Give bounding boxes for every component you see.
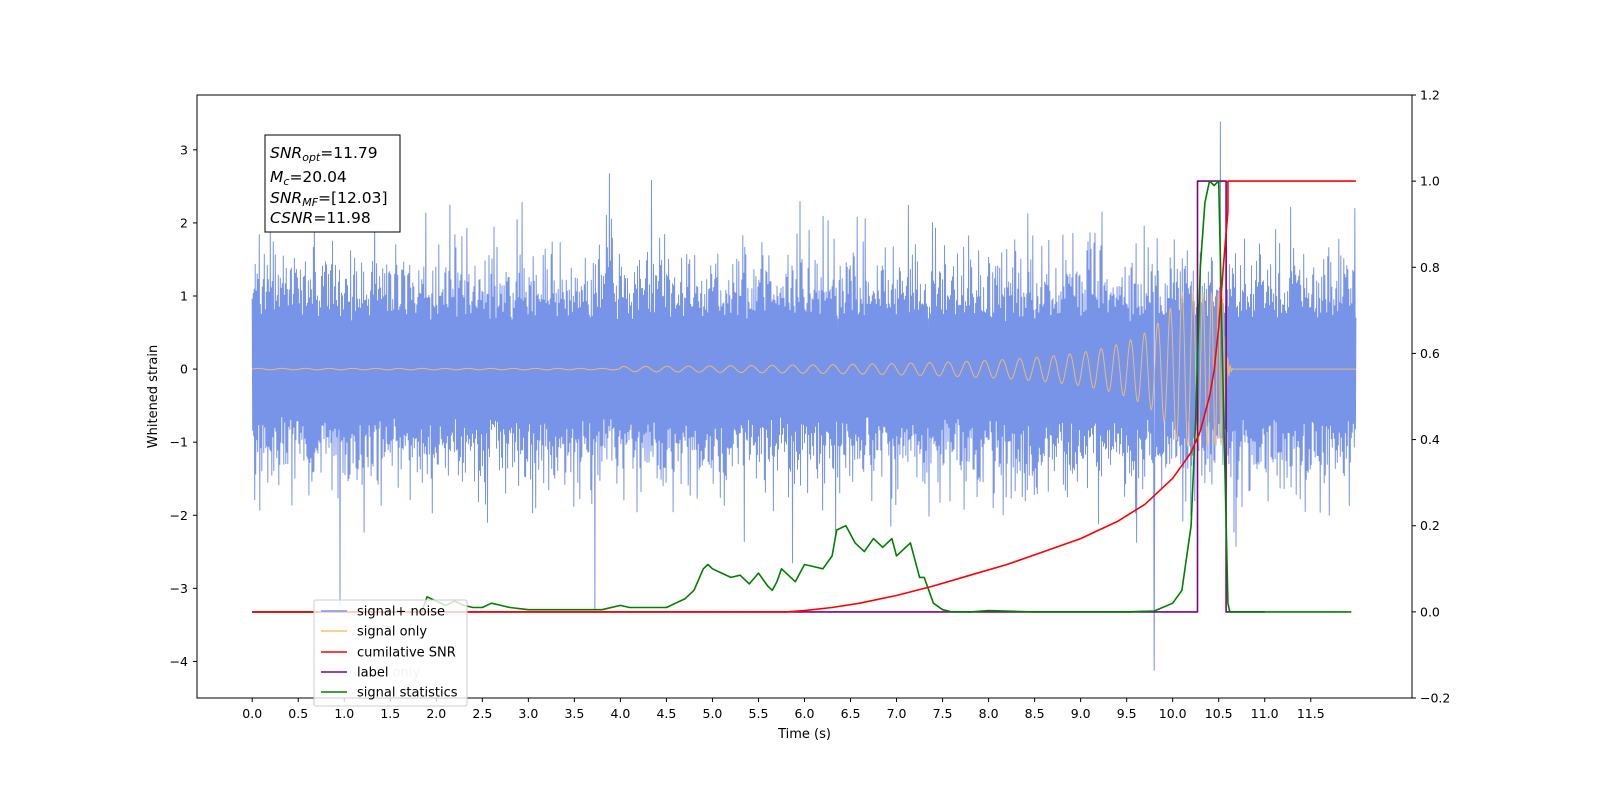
annotation-symbol: M bbox=[270, 168, 283, 186]
annotation-value: =11.79 bbox=[320, 144, 377, 162]
right-y-tick-label: 0.0 bbox=[1420, 604, 1440, 619]
left-y-tick-label: 3 bbox=[180, 142, 188, 157]
x-axis: 0.0 0.5 1.0 1.5 2.0 2.5 3.0 3.5 4.0 4.5 5.0 5.5 6.0 6… bbox=[242, 698, 1325, 721]
left-y-tick-label: 2 bbox=[180, 215, 188, 230]
x-tick-label: 2.0 bbox=[426, 706, 446, 721]
x-tick-label: 9.0 bbox=[1071, 706, 1091, 721]
x-tick-label: 7.0 bbox=[887, 706, 907, 721]
legend-cumulative-snr-text: cumilative SNR bbox=[357, 646, 456, 661]
annotation-value: =20.04 bbox=[289, 168, 346, 186]
x-tick-label: 9.5 bbox=[1117, 706, 1137, 721]
plot-series-layer bbox=[251, 121, 1357, 671]
x-tick-label: 11.0 bbox=[1251, 706, 1279, 721]
x-tick-label: 0.0 bbox=[242, 706, 262, 721]
x-tick-label: 3.0 bbox=[518, 706, 538, 721]
left-y-axis: 3 2 1 0 −1 −2 −3 −4 bbox=[170, 142, 197, 669]
right-y-axis: 1.2 1.0 0.8 0.6 0.4 0.2 0.0 −0.2 bbox=[1412, 88, 1450, 706]
x-tick-label: 5.0 bbox=[703, 706, 723, 721]
x-tick-label: 10.0 bbox=[1159, 706, 1187, 721]
annotation-symbol: CSNR bbox=[270, 209, 313, 227]
x-tick-label: 4.0 bbox=[610, 706, 630, 721]
annotation-line: SNRopt=11.79 bbox=[270, 144, 378, 164]
x-tick-label: 6.0 bbox=[795, 706, 815, 721]
right-y-tick-label: 0.6 bbox=[1420, 346, 1440, 361]
x-axis-label: Time (s) bbox=[777, 727, 831, 742]
annotation-symbol: SNR bbox=[270, 144, 302, 162]
legend-box bbox=[313, 599, 468, 707]
annotation-value: =[12.03] bbox=[318, 189, 387, 207]
x-tick-label: 1.5 bbox=[380, 706, 400, 721]
series-signal-noise bbox=[251, 121, 1357, 671]
x-tick-label: 10.5 bbox=[1205, 706, 1233, 721]
annotation-subscript: opt bbox=[302, 151, 321, 164]
legend-label-text: label bbox=[357, 666, 388, 681]
left-y-tick-label: −4 bbox=[170, 654, 188, 669]
x-tick-label: 2.5 bbox=[472, 706, 492, 721]
annotation-subscript: c bbox=[283, 175, 289, 188]
annotation-line: CSNR=11.98 bbox=[270, 209, 371, 227]
annotation-line: Mc=20.04 bbox=[270, 168, 347, 188]
x-tick-label: 5.5 bbox=[749, 706, 769, 721]
series-signal-only bbox=[252, 290, 1356, 447]
x-tick-label: 0.5 bbox=[288, 706, 308, 721]
legend-signal-statistics-text: signal statistics bbox=[357, 686, 458, 701]
series-signal-statistics bbox=[252, 180, 1352, 613]
annotation-line: SNRMF=[12.03] bbox=[270, 189, 388, 209]
left-y-tick-label: −2 bbox=[170, 508, 188, 523]
left-y-tick-label: −1 bbox=[170, 435, 188, 450]
y-axis-label: Whitened strain bbox=[146, 345, 161, 448]
left-y-tick-label: 1 bbox=[180, 289, 188, 304]
x-tick-label: 8.5 bbox=[1025, 706, 1045, 721]
right-y-tick-label: 1.0 bbox=[1420, 174, 1440, 189]
annotation-subscript: MF bbox=[302, 196, 318, 209]
x-tick-label: 3.5 bbox=[564, 706, 584, 721]
left-y-tick-label: −3 bbox=[170, 581, 188, 596]
x-tick-label: 11.5 bbox=[1297, 706, 1325, 721]
right-y-tick-label: 0.4 bbox=[1420, 432, 1440, 447]
right-y-tick-label: 1.2 bbox=[1420, 88, 1440, 103]
x-tick-label: 1.0 bbox=[334, 706, 354, 721]
right-y-tick-label: −0.2 bbox=[1420, 691, 1450, 706]
series-cumulative-snr bbox=[252, 180, 1356, 613]
left-y-tick-label: 0 bbox=[180, 362, 188, 377]
right-y-tick-label: 0.8 bbox=[1420, 260, 1440, 275]
x-tick-label: 8.0 bbox=[979, 706, 999, 721]
annotation-symbol: SNR bbox=[270, 189, 302, 207]
x-tick-label: 4.5 bbox=[656, 706, 676, 721]
x-tick-label: 7.5 bbox=[933, 706, 953, 721]
annotation-value: =11.98 bbox=[313, 209, 370, 227]
x-tick-label: 6.5 bbox=[841, 706, 861, 721]
right-y-tick-label: 0.2 bbox=[1420, 518, 1440, 533]
annotation-box bbox=[264, 134, 401, 233]
snr-annotation-box: SNRopt=11.79Mc=20.04SNRMF=[12.03]CSNR=11… bbox=[264, 134, 401, 233]
legend-signal-noise-text: signal+ noise bbox=[357, 605, 445, 620]
legend-signal-only-text: signal only bbox=[357, 625, 427, 640]
